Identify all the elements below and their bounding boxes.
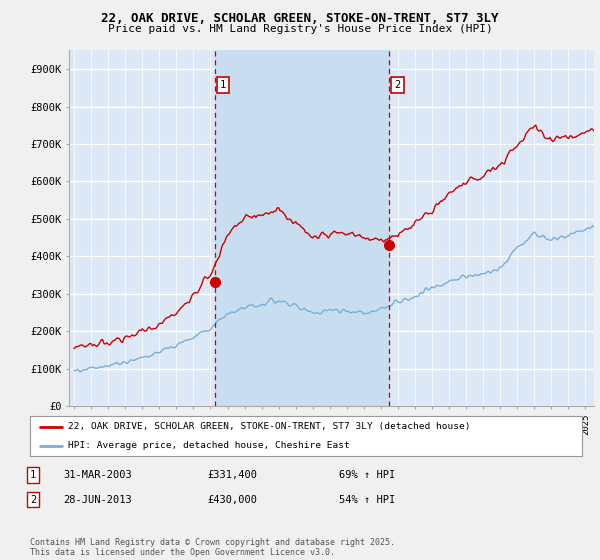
Text: Contains HM Land Registry data © Crown copyright and database right 2025.
This d: Contains HM Land Registry data © Crown c…: [30, 538, 395, 557]
Bar: [215, 50, 389, 406]
Text: Price paid vs. HM Land Registry's House Price Index (HPI): Price paid vs. HM Land Registry's House …: [107, 24, 493, 34]
Text: 2: 2: [394, 80, 401, 90]
Text: 69% ↑ HPI: 69% ↑ HPI: [339, 470, 395, 480]
Text: £430,000: £430,000: [207, 494, 257, 505]
Text: £331,400: £331,400: [207, 470, 257, 480]
Text: 22, OAK DRIVE, SCHOLAR GREEN, STOKE-ON-TRENT, ST7 3LY (detached house): 22, OAK DRIVE, SCHOLAR GREEN, STOKE-ON-T…: [68, 422, 470, 431]
Text: 2: 2: [30, 494, 36, 505]
Text: HPI: Average price, detached house, Cheshire East: HPI: Average price, detached house, Ches…: [68, 441, 349, 450]
Text: 1: 1: [220, 80, 226, 90]
Text: 28-JUN-2013: 28-JUN-2013: [63, 494, 132, 505]
Text: 31-MAR-2003: 31-MAR-2003: [63, 470, 132, 480]
Text: 22, OAK DRIVE, SCHOLAR GREEN, STOKE-ON-TRENT, ST7 3LY: 22, OAK DRIVE, SCHOLAR GREEN, STOKE-ON-T…: [101, 12, 499, 25]
Text: 1: 1: [30, 470, 36, 480]
Text: 54% ↑ HPI: 54% ↑ HPI: [339, 494, 395, 505]
